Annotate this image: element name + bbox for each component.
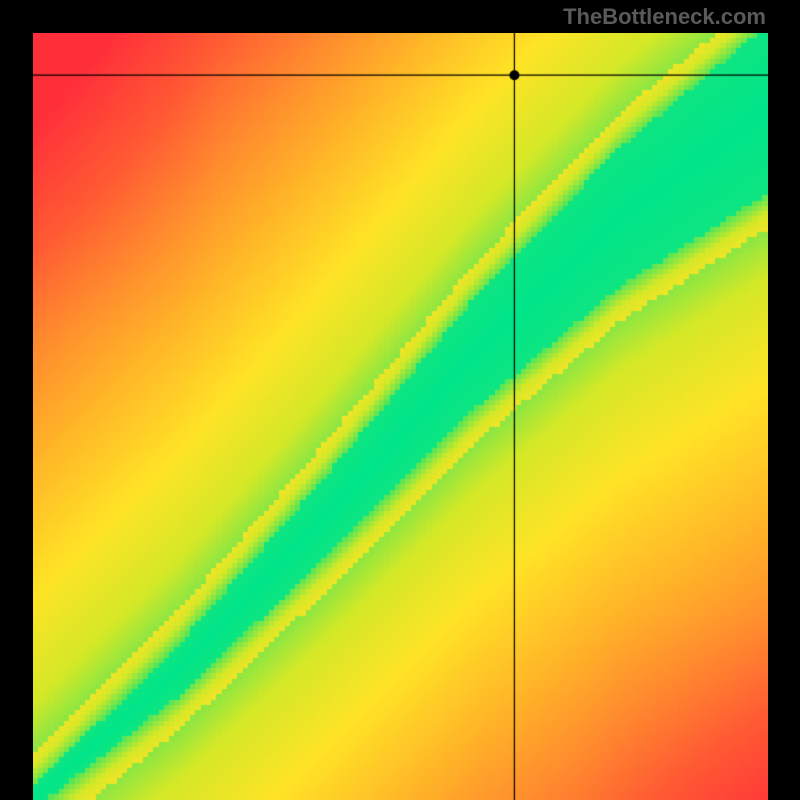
attribution-text: TheBottleneck.com bbox=[563, 4, 766, 30]
heatmap-canvas bbox=[33, 33, 768, 800]
chart-container: TheBottleneck.com bbox=[0, 0, 800, 800]
